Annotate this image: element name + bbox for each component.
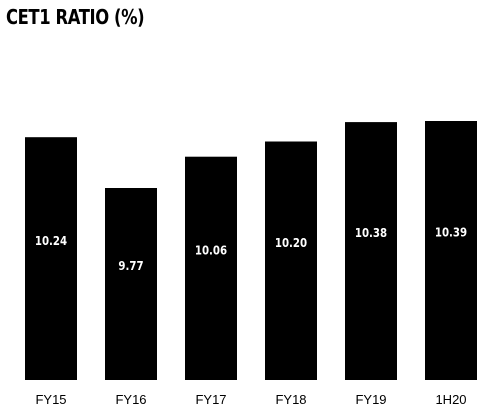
value-label-fy16: 9.77 [118,259,143,273]
x-tick-fy17: FY17 [195,392,226,407]
value-label-fy17: 10.06 [195,244,227,258]
value-labels-layer: 10.24 9.77 10.06 10.20 10.38 10.39 [35,226,467,274]
bars-layer [25,121,477,380]
bar-fy18 [265,141,317,380]
x-tick-fy15: FY15 [35,392,66,407]
value-label-1h20: 10.39 [435,226,467,240]
bar-fy15 [25,137,77,380]
chart-title: CET1 RATIO (%) [6,5,145,29]
bar-fy19 [345,122,397,380]
x-axis-tick-labels: FY15 FY16 FY17 FY18 FY19 1H20 [35,392,466,407]
value-label-fy19: 10.38 [355,226,387,240]
bar-fy16 [105,188,157,380]
bar-1h20 [425,121,477,380]
bar-fy17 [185,156,237,380]
x-tick-fy16: FY16 [115,392,146,407]
x-tick-fy19: FY19 [355,392,386,407]
value-label-fy15: 10.24 [35,234,67,248]
x-tick-1h20: 1H20 [435,392,466,407]
value-label-fy18: 10.20 [275,236,307,250]
x-tick-fy18: FY18 [275,392,306,407]
